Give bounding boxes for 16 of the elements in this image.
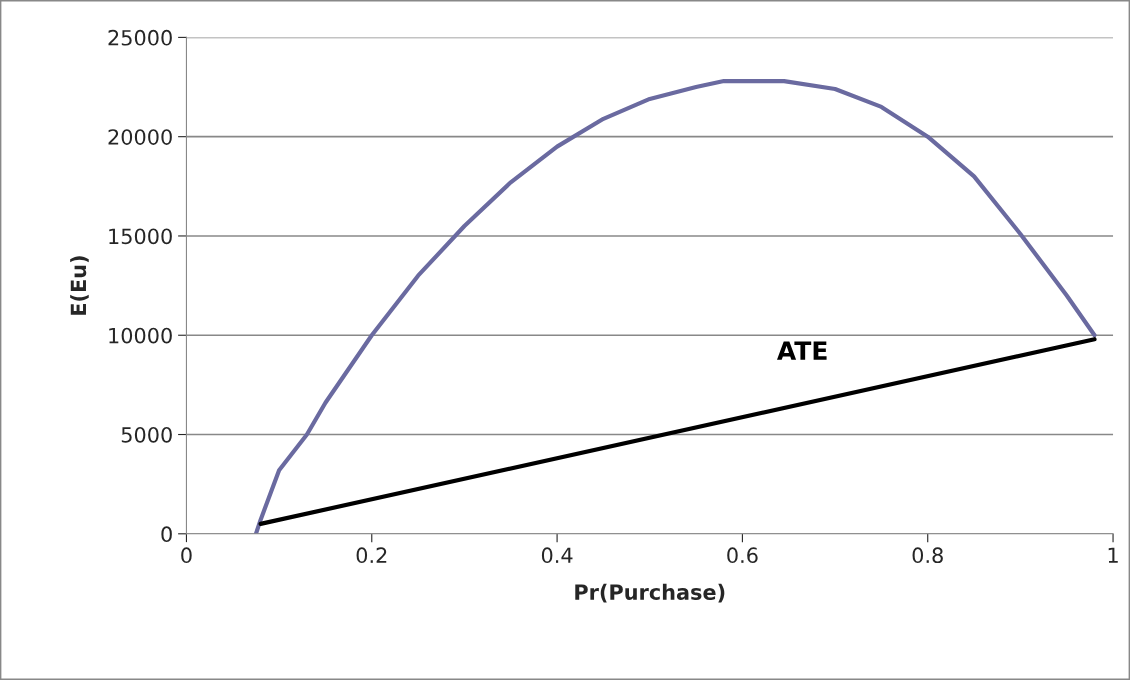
y-tick-label: 0 [161,526,172,543]
y-tick-label: 25000 [108,29,172,46]
line-series [253,78,1097,534]
y-tick-label: 15000 [109,228,172,245]
x-tick-label: 0.8 [912,547,943,564]
y-tick-label: 10000 [109,327,172,344]
x-axis-title: Pr(Purchase) [575,583,725,603]
x-tick-label: 0.4 [541,547,573,564]
x-tick-label: 0.6 [727,547,758,564]
x-tick-label: 1 [1108,547,1118,563]
y-axis-title: E(Eu) [70,256,89,315]
series-label: ATE [776,341,827,360]
y-tick-label: 20000 [108,129,172,145]
x-tick-label: 0.2 [356,547,387,564]
x-tick-label: 0 [181,547,192,564]
y-tick-label: 5000 [121,426,172,443]
